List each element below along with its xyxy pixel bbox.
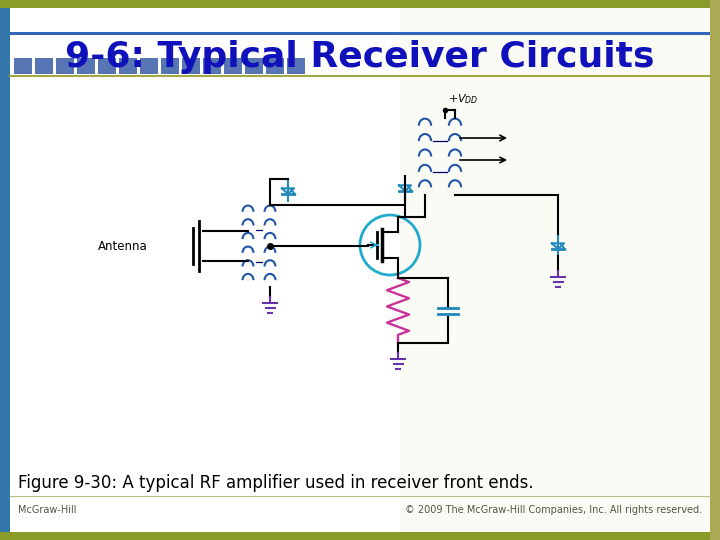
Bar [287,58,305,74]
Bar [203,58,221,74]
Text: © 2009 The McGraw-Hill Companies, Inc. All rights reserved.: © 2009 The McGraw-Hill Companies, Inc. A… [405,505,702,515]
Bar [77,58,95,74]
Bar [710,0,720,540]
Text: McGraw-Hill: McGraw-Hill [18,505,76,515]
Text: 9-6: Typical Receiver Circuits: 9-6: Typical Receiver Circuits [66,40,654,74]
Bar [0,0,10,540]
Bar [224,58,242,74]
Bar [140,58,158,74]
Bar [245,58,263,74]
Bar [0,0,720,8]
Bar [161,58,179,74]
Bar [400,8,710,532]
Bar [119,58,137,74]
Bar [14,58,32,74]
Bar [0,532,720,540]
Bar [182,58,200,74]
Bar [98,58,116,74]
Bar [56,58,74,74]
Text: Antenna: Antenna [98,240,148,253]
Text: Figure 9-30: A typical RF amplifier used in receiver front ends.: Figure 9-30: A typical RF amplifier used… [18,474,534,492]
Bar [35,58,53,74]
Bar [266,58,284,74]
Bar [10,32,710,35]
Text: $+V_{DD}$: $+V_{DD}$ [448,92,479,106]
